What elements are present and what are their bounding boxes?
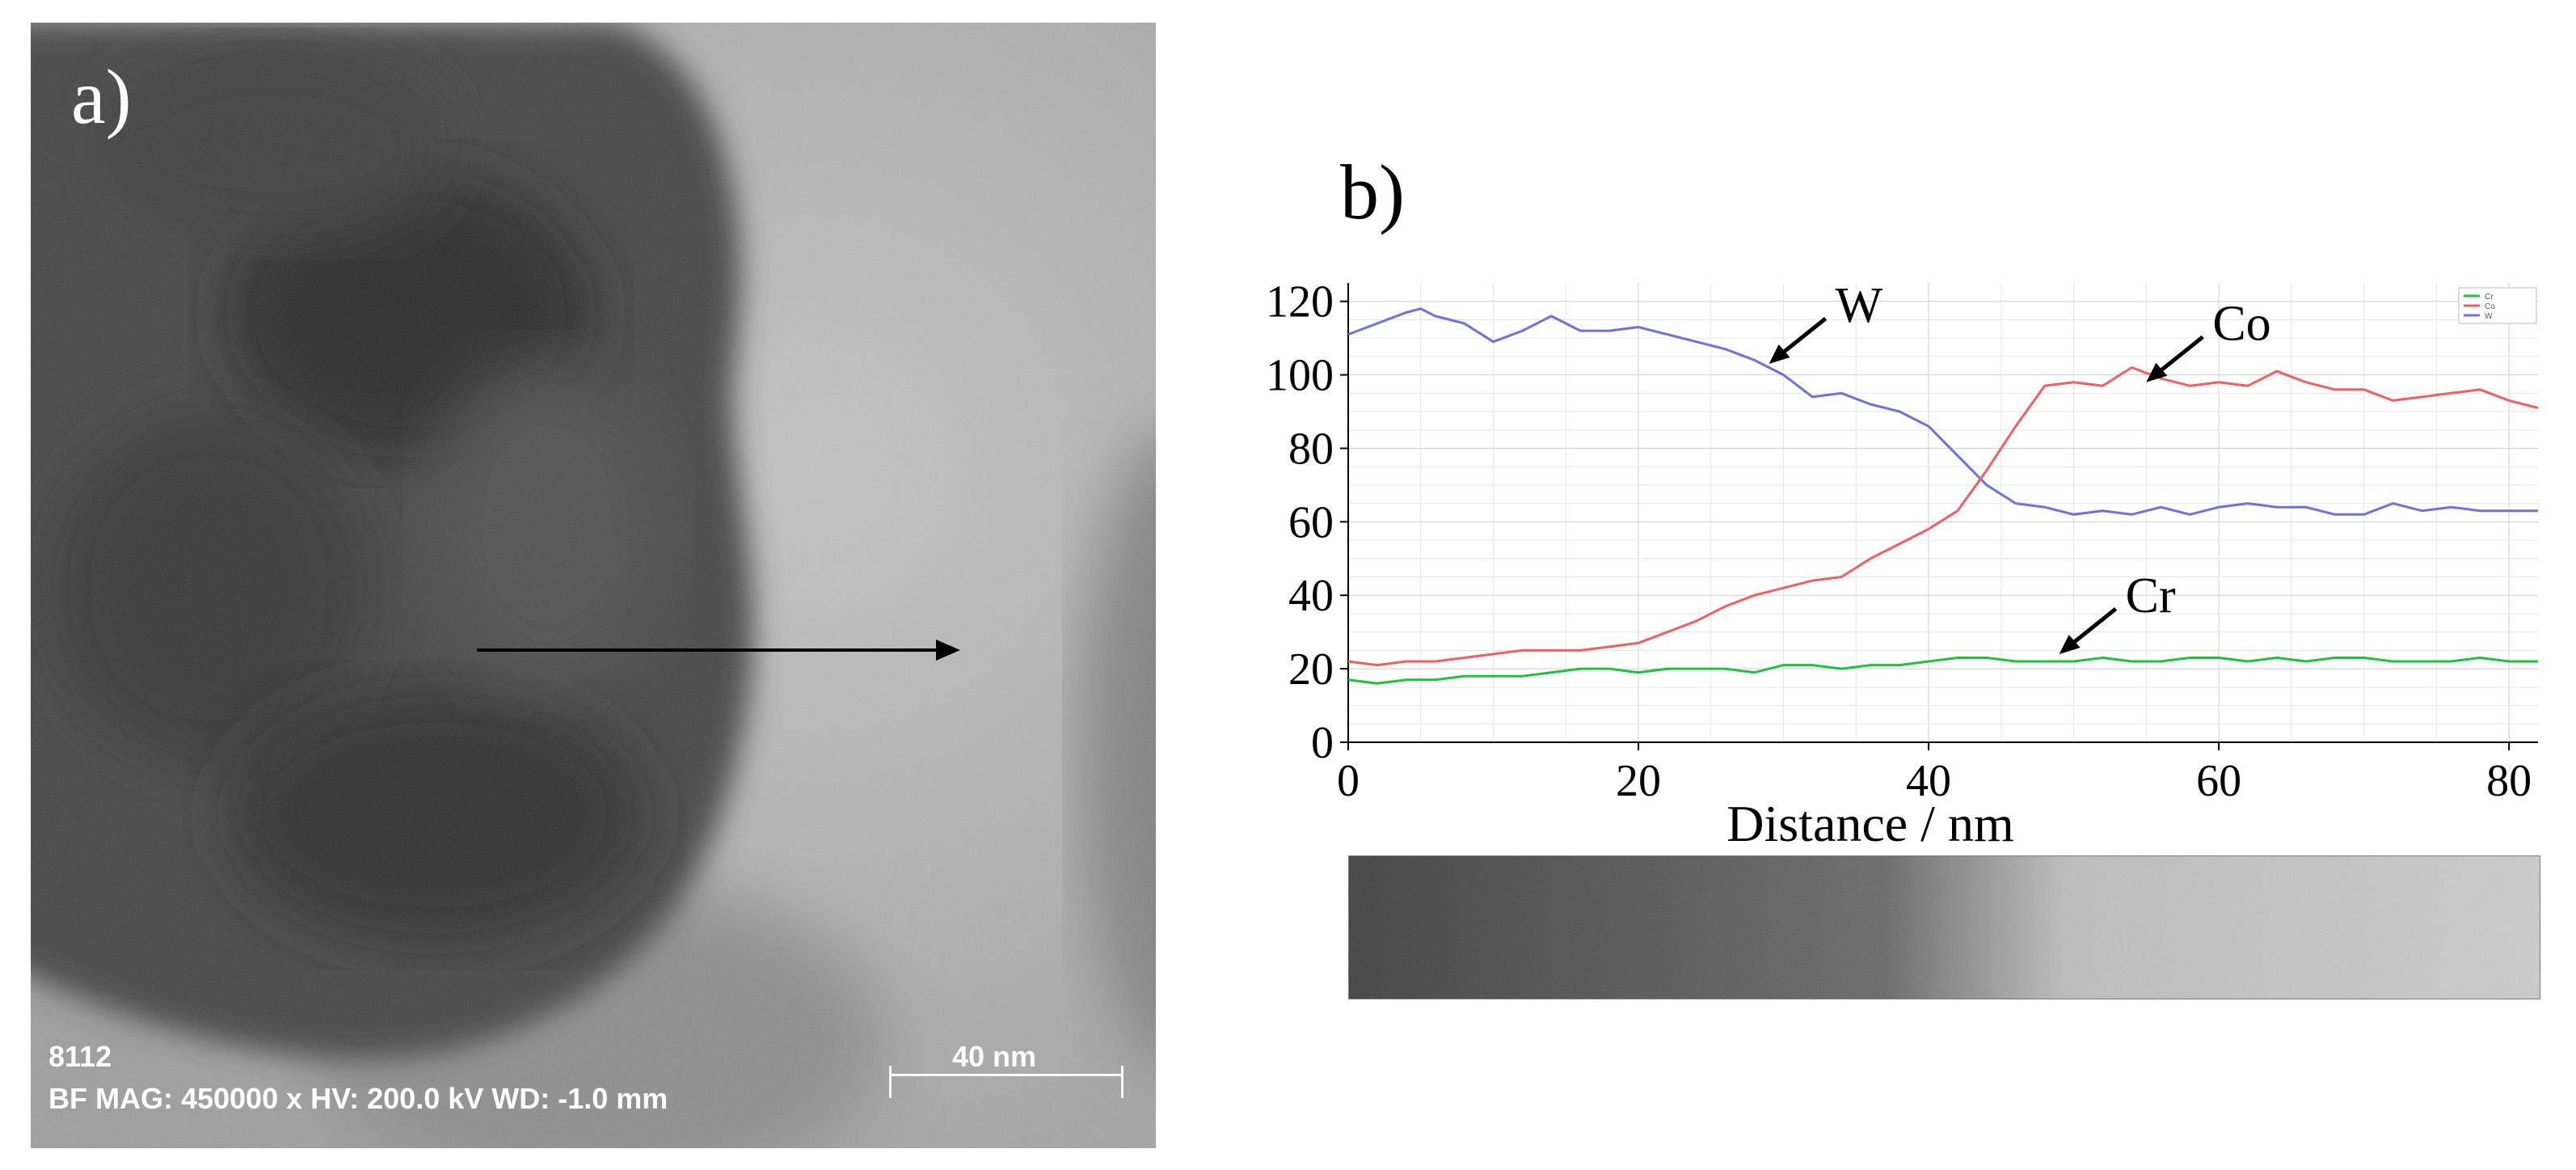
line-scan-chart: 0 20 40 60 80 0 20 40 60 80 100 120 Distance / nm Cr C…	[1212, 243, 2576, 857]
annotation-arrow-w	[1776, 317, 1828, 359]
y-tick-label: 80	[1288, 424, 1334, 474]
line-scan-strip-image	[1348, 855, 2540, 999]
micrograph-info: BF MAG: 450000 x HV: 200.0 kV WD: -1.0 m…	[48, 1082, 668, 1115]
x-tick-label: 20	[1616, 756, 1661, 806]
legend-label-co: Co	[2485, 302, 2495, 311]
annotation-label-co: Co	[2212, 297, 2270, 352]
annotation-label-w: W	[1836, 278, 1883, 333]
series-line-co	[1347, 366, 2539, 667]
x-tick-label: 80	[2486, 756, 2532, 806]
line-scan-arrow	[477, 640, 960, 661]
y-tick-label: 120	[1266, 277, 1334, 327]
panel-a-label: a)	[71, 53, 132, 140]
series-line-w	[1347, 307, 2538, 516]
panel-b-label: b)	[1340, 149, 1405, 235]
y-tick-label: 20	[1288, 644, 1334, 695]
y-tick-label: 0	[1311, 718, 1334, 768]
x-axis-label: Distance / nm	[1726, 795, 2013, 852]
tem-micrograph: a) 8112 BF MAG: 450000 x HV: 200.0 kV WD…	[31, 23, 1156, 1148]
legend-label-cr: Cr	[2485, 293, 2494, 302]
y-tick-label: 60	[1288, 497, 1334, 547]
annotation-arrowhead-cr	[2059, 634, 2081, 654]
micrograph-image	[31, 23, 1156, 1148]
x-tick-label: 60	[2196, 756, 2241, 806]
legend-label-w: W	[2485, 312, 2493, 321]
y-tick-label: 40	[1288, 571, 1334, 621]
annotation-arrow-co	[2152, 335, 2204, 378]
x-tick-label: 40	[1906, 756, 1951, 806]
annotation-arrowhead-co	[2146, 362, 2168, 382]
y-tick-label: 100	[1266, 351, 1334, 401]
image-id: 8112	[48, 1040, 112, 1073]
series-line-cr	[1347, 657, 2538, 685]
annotation-arrow-cr	[2066, 606, 2118, 649]
x-tick-label: 0	[1337, 756, 1360, 806]
scale-bar-label: 40 nm	[952, 1040, 1037, 1073]
annotation-label-cr: Cr	[2126, 568, 2176, 623]
annotation-arrowhead-w	[1769, 344, 1790, 364]
